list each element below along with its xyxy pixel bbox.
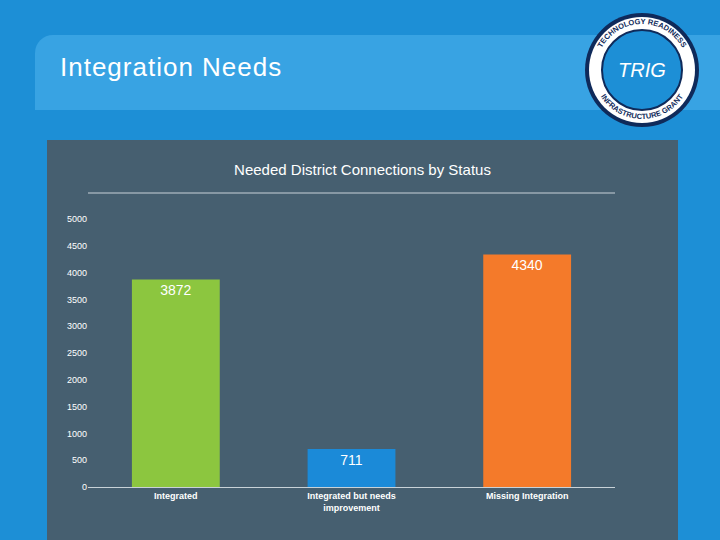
svg-text:4000: 4000 [67,268,87,278]
svg-text:Integrated but needsimprovemen: Integrated but needsimprovement [307,491,396,513]
html-text:Integration Needs: Integration Needs [60,52,283,82]
svg-text:INFRASTRUCTURE GRANT: INFRASTRUCTURE GRANT [599,92,685,121]
svg-text:0: 0 [82,482,87,492]
svg-text:TECHNOLOGY READINESS: TECHNOLOGY READINESS [595,17,688,49]
svg-text:3872: 3872 [160,282,191,298]
svg-text:3500: 3500 [67,295,87,305]
svg-text:500: 500 [72,455,87,465]
svg-text:4500: 4500 [67,241,87,251]
svg-text:TRIG: TRIG [618,59,666,81]
svg-text:1000: 1000 [67,429,87,439]
svg-text:2500: 2500 [67,348,87,358]
svg-text:Integrated: Integrated [154,491,198,501]
svg-text:711: 711 [340,452,363,468]
svg-text:2000: 2000 [67,375,87,385]
svg-text:1500: 1500 [67,402,87,412]
svg-text:Missing Integration: Missing Integration [486,491,569,501]
svg-text:Needed District Connections by: Needed District Connections by Status [234,161,491,178]
svg-text:3000: 3000 [67,321,87,331]
svg-text:5000: 5000 [67,214,87,224]
svg-text:4340: 4340 [511,257,542,273]
